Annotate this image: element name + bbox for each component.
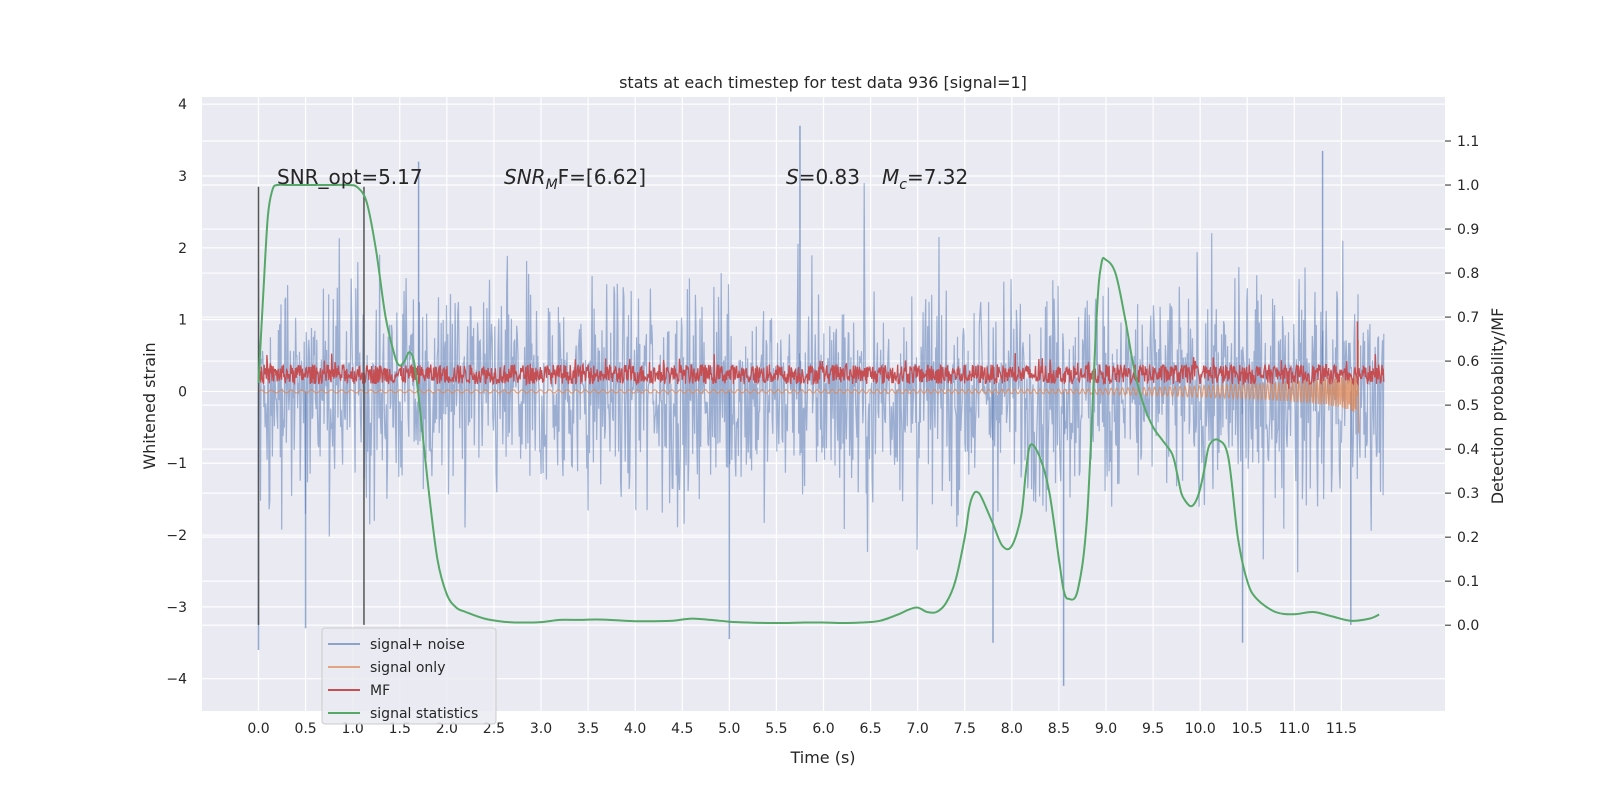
x-axis-label: Time (s) bbox=[789, 748, 855, 767]
y2-tick-label-10: 0.1 bbox=[1457, 574, 1479, 590]
y2-tick-label-3: 0.8 bbox=[1457, 266, 1479, 282]
y2-axis-label: Detection probability/MF bbox=[1488, 308, 1507, 505]
x-tick-label-17: 8.5 bbox=[1048, 721, 1070, 737]
x-tick-label-18: 9.0 bbox=[1095, 721, 1117, 737]
y-tick-label-5: −1 bbox=[166, 456, 187, 472]
x-tick-label-8: 4.0 bbox=[624, 721, 646, 737]
annotation-snr-mf: SNRMF=[6.62] bbox=[504, 165, 646, 193]
y-axis-label: Whitened strain bbox=[140, 342, 159, 469]
x-tick-label-10: 5.0 bbox=[718, 721, 740, 737]
annotation-snr-opt: SNR_opt=5.17 bbox=[277, 165, 423, 189]
x-tick-label-13: 6.5 bbox=[859, 721, 881, 737]
x-tick-label-7: 3.5 bbox=[577, 721, 599, 737]
x-tick-label-23: 11.5 bbox=[1326, 721, 1357, 737]
y-tick-label-2: 2 bbox=[178, 241, 187, 257]
legend-label-2: MF bbox=[370, 683, 390, 699]
x-tick-label-3: 1.5 bbox=[389, 721, 411, 737]
x-tick-label-0: 0.0 bbox=[247, 721, 269, 737]
mc-sub: c bbox=[899, 177, 907, 193]
legend-box bbox=[321, 627, 497, 725]
snr-mf-prefix: SNR bbox=[504, 165, 546, 189]
x-tick-label-1: 0.5 bbox=[294, 721, 316, 737]
legend: signal+ noise signal only MF signal statist… bbox=[321, 627, 497, 725]
s-symbol: S bbox=[786, 165, 799, 189]
data-layer bbox=[257, 125, 1385, 686]
x-tick-label-12: 6.0 bbox=[812, 721, 834, 737]
y-tick-label-3: 1 bbox=[178, 313, 187, 329]
legend-label-0: signal+ noise bbox=[370, 637, 465, 653]
ticks-layer: 0.0 0.5 1.0 1.5 2.0 2.5 3.0 3.5 4.0 4.5 5.0 5.5 6.0 6… bbox=[166, 97, 1479, 737]
x-tick-label-22: 11.0 bbox=[1279, 721, 1310, 737]
y2-tick-label-8: 0.3 bbox=[1457, 486, 1479, 502]
x-tick-label-20: 10.0 bbox=[1185, 721, 1216, 737]
x-tick-label-6: 3.0 bbox=[530, 721, 552, 737]
x-tick-label-19: 9.5 bbox=[1142, 721, 1164, 737]
y2-tick-label-1: 1.0 bbox=[1457, 178, 1479, 194]
snr-mf-sub: M bbox=[546, 177, 558, 193]
series-signal-only-line bbox=[258, 339, 1359, 434]
y-tick-label-6: −2 bbox=[166, 528, 187, 544]
y2-tick-label-5: 0.6 bbox=[1457, 354, 1479, 370]
snr-mf-suffix: F=[6.62] bbox=[558, 165, 646, 189]
x-tick-label-2: 1.0 bbox=[342, 721, 364, 737]
chart-title: stats at each timestep for test data 936… bbox=[619, 73, 1027, 92]
y2-tick-label-4: 0.7 bbox=[1457, 310, 1479, 326]
s-value: =0.83 bbox=[799, 165, 860, 189]
y2-tick-label-11: 0.0 bbox=[1457, 618, 1479, 634]
x-tick-label-14: 7.0 bbox=[907, 721, 929, 737]
x-tick-label-9: 4.5 bbox=[671, 721, 693, 737]
y2-tick-label-6: 0.5 bbox=[1457, 398, 1479, 414]
x-tick-label-21: 10.5 bbox=[1232, 721, 1263, 737]
legend-label-1: signal only bbox=[370, 660, 445, 676]
mc-value: =7.32 bbox=[907, 165, 968, 189]
y-tick-label-4: 0 bbox=[178, 384, 187, 400]
legend-label-3: signal statistics bbox=[370, 706, 478, 722]
series-mf-line bbox=[257, 353, 1385, 389]
y-tick-label-7: −3 bbox=[166, 600, 187, 616]
annotation-s: S=0.83 bbox=[786, 165, 860, 189]
mc-symbol: M bbox=[882, 165, 899, 189]
series-signal-statistics-line bbox=[257, 183, 1380, 625]
x-tick-label-5: 2.5 bbox=[483, 721, 505, 737]
y2-tick-label-0: 1.1 bbox=[1457, 134, 1479, 150]
x-tick-label-16: 8.0 bbox=[1001, 721, 1023, 737]
x-tick-label-11: 5.5 bbox=[765, 721, 787, 737]
y-tick-label-0: 4 bbox=[178, 97, 187, 113]
y-tick-label-8: −4 bbox=[166, 672, 187, 688]
annotation-mc: Mc=7.32 bbox=[882, 165, 968, 193]
y2-tick-label-2: 0.9 bbox=[1457, 222, 1479, 238]
y2-tick-label-9: 0.2 bbox=[1457, 530, 1479, 546]
x-tick-label-15: 7.5 bbox=[954, 721, 976, 737]
y2-tick-label-7: 0.4 bbox=[1457, 442, 1479, 458]
x-tick-label-4: 2.0 bbox=[436, 721, 458, 737]
y-tick-label-1: 3 bbox=[178, 169, 187, 185]
